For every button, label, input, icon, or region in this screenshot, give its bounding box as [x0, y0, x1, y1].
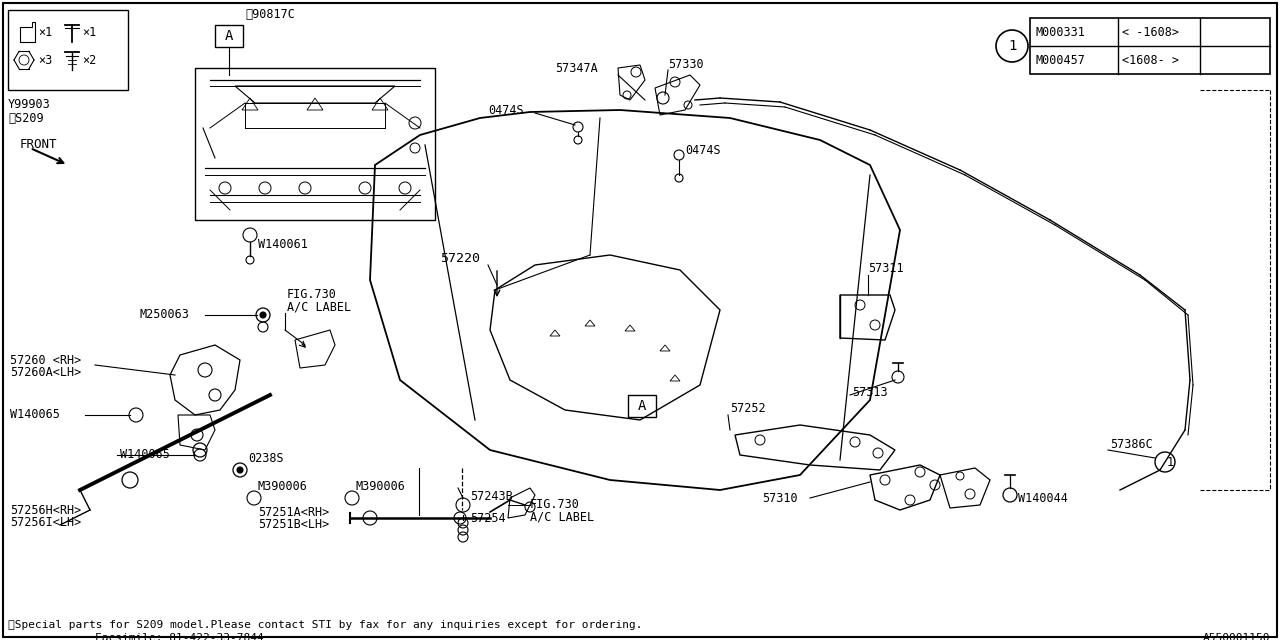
Text: FIG.730: FIG.730: [287, 289, 337, 301]
Text: M390006: M390006: [355, 479, 404, 493]
Text: 57256I<LH>: 57256I<LH>: [10, 515, 81, 529]
Text: 1: 1: [1166, 456, 1174, 468]
Circle shape: [237, 467, 243, 473]
Text: 57311: 57311: [868, 262, 904, 275]
Text: 57243B: 57243B: [470, 490, 513, 504]
Text: 57330: 57330: [668, 58, 704, 72]
Text: ※Special parts for S209 model.Please contact STI by fax for any inquiries except: ※Special parts for S209 model.Please con…: [8, 620, 643, 630]
Text: 57313: 57313: [852, 385, 887, 399]
Text: 57220: 57220: [440, 252, 480, 264]
Text: 1: 1: [1007, 39, 1016, 53]
Text: ×3: ×3: [38, 54, 52, 67]
Text: 57347A: 57347A: [556, 61, 598, 74]
Text: 0474S: 0474S: [488, 104, 524, 116]
Circle shape: [260, 312, 266, 318]
Text: ×1: ×1: [82, 26, 96, 38]
Text: M000457: M000457: [1036, 54, 1085, 67]
Text: 57386C: 57386C: [1110, 438, 1153, 451]
Text: M390006: M390006: [259, 479, 308, 493]
Text: ×1: ×1: [38, 26, 52, 38]
Text: W140065: W140065: [10, 408, 60, 422]
Text: < -1608>: < -1608>: [1123, 26, 1179, 38]
Bar: [8, 10, 128, 90]
Text: W140061: W140061: [259, 239, 308, 252]
Text: 57260 <RH>: 57260 <RH>: [10, 353, 81, 367]
Bar: [628, 395, 657, 417]
Text: Y99903: Y99903: [8, 99, 51, 111]
Text: FRONT: FRONT: [20, 138, 58, 152]
Text: 0238S: 0238S: [248, 451, 284, 465]
Text: ※S209: ※S209: [8, 111, 44, 125]
Text: A/C LABEL: A/C LABEL: [530, 511, 594, 524]
Text: W140065: W140065: [120, 449, 170, 461]
Text: M000331: M000331: [1036, 26, 1085, 38]
Text: 57252: 57252: [730, 401, 765, 415]
Text: 57310: 57310: [762, 492, 797, 504]
Text: 0474S: 0474S: [685, 143, 721, 157]
Text: 57254: 57254: [470, 511, 506, 525]
Text: M250063: M250063: [140, 308, 189, 321]
Text: 57251B<LH>: 57251B<LH>: [259, 518, 329, 531]
Text: 57260A<LH>: 57260A<LH>: [10, 365, 81, 378]
Text: A: A: [225, 29, 233, 43]
Text: ※90817C: ※90817C: [244, 8, 294, 22]
Bar: [1030, 18, 1270, 74]
Text: A/C LABEL: A/C LABEL: [287, 301, 351, 314]
Text: 57251A<RH>: 57251A<RH>: [259, 506, 329, 518]
Text: ×2: ×2: [82, 54, 96, 67]
Text: A550001150: A550001150: [1202, 633, 1270, 640]
Text: <1608- >: <1608- >: [1123, 54, 1179, 67]
Text: W140044: W140044: [1018, 492, 1068, 504]
Text: FIG.730: FIG.730: [530, 499, 580, 511]
Text: Facsimile: 81-422-33-7844: Facsimile: 81-422-33-7844: [95, 633, 264, 640]
Text: 57256H<RH>: 57256H<RH>: [10, 504, 81, 516]
Text: A: A: [637, 399, 646, 413]
Bar: [215, 25, 243, 47]
